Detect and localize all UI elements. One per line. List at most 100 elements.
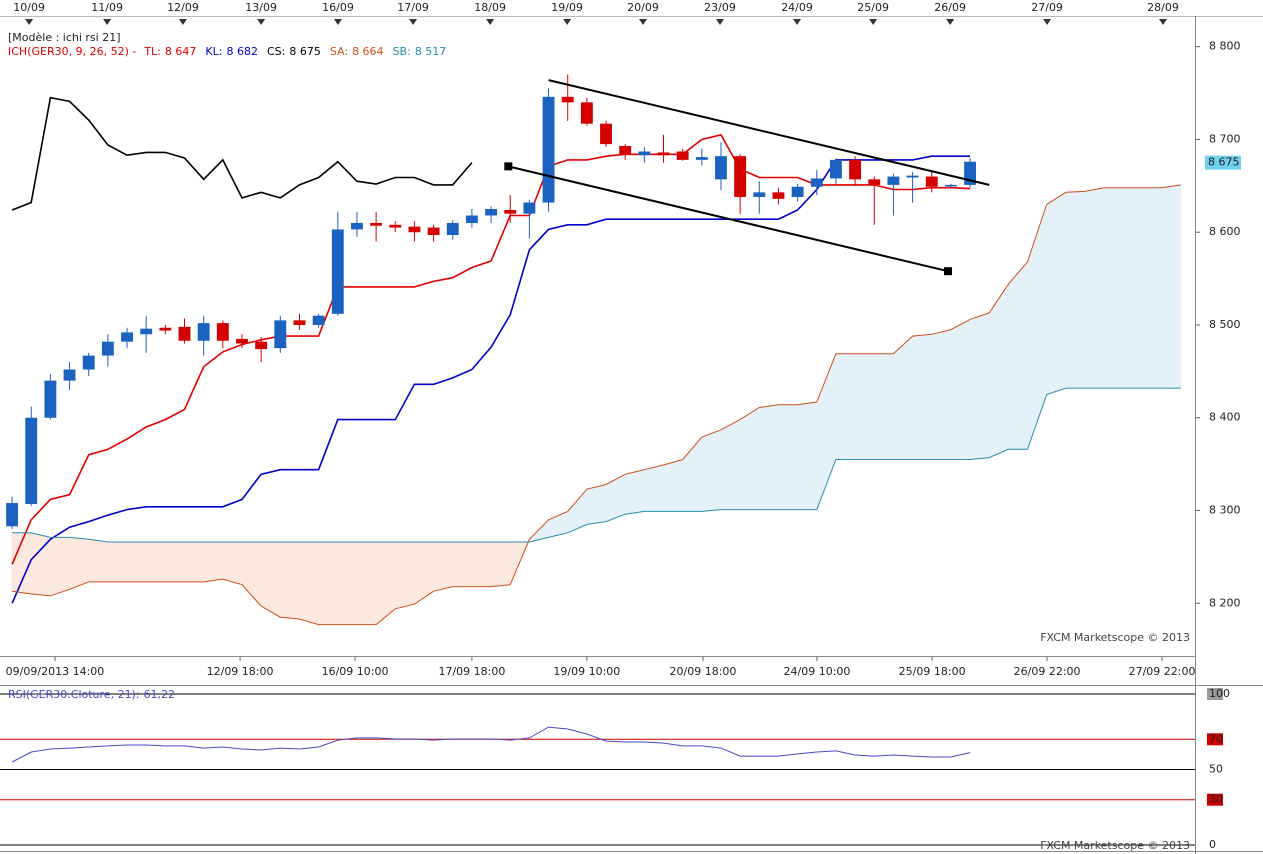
y-tick-label: 70	[1209, 732, 1223, 745]
y-tick-label: 100	[1209, 687, 1230, 700]
legend-value: 8 664	[352, 45, 384, 58]
top-date-marker	[946, 19, 955, 25]
candle-body	[753, 192, 766, 197]
cloud-fill	[643, 464, 665, 512]
cloud-fill	[1084, 187, 1105, 389]
candle-body	[63, 369, 76, 381]
y-tick-badge	[1207, 733, 1223, 746]
y-tick-label: 8 700	[1209, 132, 1241, 145]
top-date-label: 11/09	[91, 1, 123, 14]
cloud-fill	[1065, 190, 1086, 389]
top-date-label: 12/09	[167, 1, 199, 14]
x-tick-label: 19/09 10:00	[553, 665, 620, 678]
cloud-fill	[835, 353, 856, 460]
cloud-fill	[701, 429, 722, 512]
legend-name: SA:	[330, 45, 348, 58]
rsi-value: 61,22	[144, 688, 176, 701]
x-tick-label: 25/09 18:00	[899, 665, 966, 678]
candle-body	[638, 151, 651, 156]
cloud-fill	[739, 406, 760, 511]
candle-body	[772, 192, 785, 199]
y-tick-label: 0	[1209, 838, 1216, 851]
indicator-legend: ICH(GER30, 9, 26, 52) - TL: 8 647 KL: 8 682 C…	[8, 45, 446, 58]
watermark: FXCM Marketscope © 2013	[1040, 839, 1190, 852]
candle-body	[810, 178, 823, 187]
top-date-label: 25/09	[857, 1, 889, 14]
legend-name: TL:	[143, 45, 161, 58]
cloud-fill	[873, 353, 894, 460]
candle-body	[715, 156, 727, 180]
x-tick-label: 27/09 22:00	[1129, 665, 1196, 678]
candle-body	[791, 186, 804, 197]
cloud-fill	[892, 334, 914, 460]
cloud-fill	[279, 541, 300, 620]
candle-body	[140, 328, 153, 335]
cloud-fill	[298, 541, 320, 626]
top-date-label: 20/09	[627, 1, 659, 14]
top-date-label: 17/09	[397, 1, 429, 14]
candle-body	[389, 224, 402, 228]
cloud-fill	[854, 353, 875, 460]
y-tick-label: 8 200	[1209, 596, 1241, 609]
last-price-label: 8 675	[1208, 156, 1240, 169]
candle-body	[427, 227, 440, 235]
candle-body	[561, 96, 574, 103]
y-tick-badge	[1207, 688, 1223, 700]
y-tick-label: 8 400	[1209, 411, 1241, 424]
cloud-fill	[164, 541, 186, 583]
candle-body	[255, 341, 268, 350]
cloud-fill	[969, 312, 990, 461]
candle-body	[830, 159, 842, 179]
cloud-fill	[797, 401, 818, 511]
candle-body	[887, 176, 900, 185]
cloud-fill	[203, 541, 224, 583]
candle-body	[293, 320, 306, 325]
cloud-fill	[1161, 184, 1182, 389]
candle-body	[216, 323, 229, 341]
cloud-fill	[452, 541, 473, 588]
candle-body	[734, 156, 747, 197]
candle-body	[964, 161, 977, 185]
legend-value: 8 517	[415, 45, 447, 58]
top-date-marker	[178, 19, 187, 25]
cloud-fill	[356, 541, 377, 626]
top-date-marker	[333, 19, 342, 25]
x-tick-label: 17/09 18:00	[438, 665, 505, 678]
top-date-label: 23/09	[704, 1, 736, 14]
cloud-fill	[490, 541, 511, 588]
x-tick-label: 20/09 18:00	[670, 665, 737, 678]
top-date-label: 24/09	[781, 1, 813, 14]
x-tick-label: 12/09 18:00	[207, 665, 274, 678]
cloud-fill	[758, 404, 779, 511]
candle-body	[331, 229, 344, 314]
top-date-label: 26/09	[934, 1, 966, 14]
candle-body	[101, 341, 114, 356]
top-date-marker	[409, 19, 418, 25]
cloud-fill	[1046, 191, 1067, 396]
legend-name: CS:	[267, 45, 285, 58]
candle-body	[178, 326, 191, 341]
cloud-fill	[394, 541, 415, 610]
series-line	[11, 96, 473, 211]
cloud-fill	[433, 541, 454, 592]
cloud-fill	[912, 333, 933, 460]
top-date-marker	[869, 19, 878, 25]
last-price-box	[1205, 155, 1241, 170]
x-tick-label: 26/09 22:00	[1014, 665, 1081, 678]
legend-value: 8 647	[165, 45, 197, 58]
candle-body	[485, 209, 498, 216]
top-date-marker	[103, 19, 112, 25]
cloud-fill	[1007, 260, 1029, 450]
legend-value: 8 682	[226, 45, 258, 58]
top-date-marker	[25, 19, 34, 25]
candle-body	[44, 380, 57, 418]
y-tick-label: 8 600	[1209, 225, 1241, 238]
rsi-legend: RSI(GER30.Cloture, 21): 61,22	[8, 688, 175, 701]
candle-body	[906, 175, 919, 178]
cloud-fill	[1103, 187, 1124, 389]
candle-body	[465, 215, 478, 223]
candle-body	[121, 332, 133, 342]
cloud-fill	[931, 328, 952, 460]
candle-body	[619, 145, 632, 155]
y-tick-label: 8 300	[1209, 503, 1241, 516]
